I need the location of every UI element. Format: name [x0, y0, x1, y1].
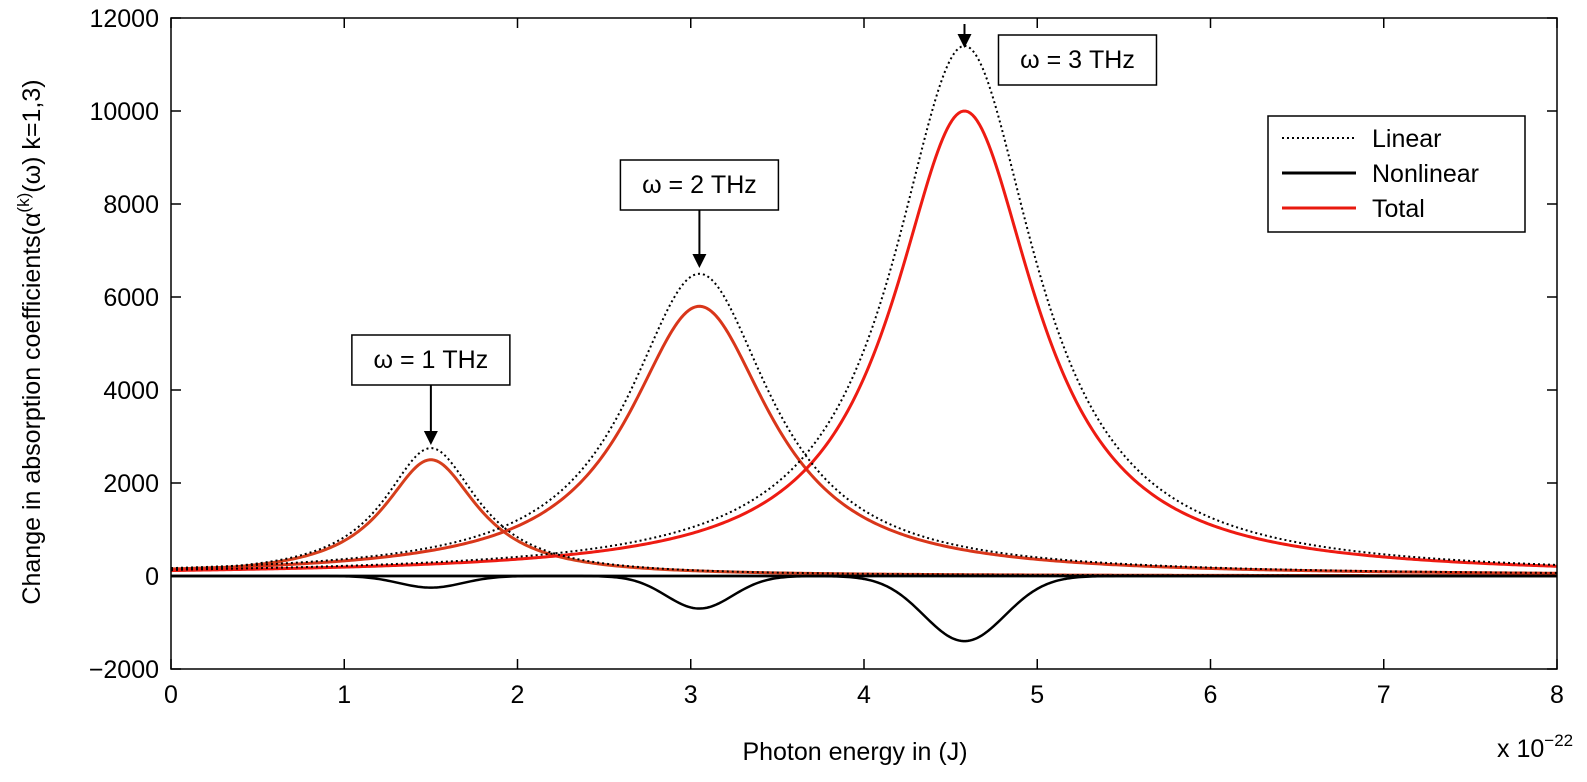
annotation-label: ω = 2 THz — [642, 171, 757, 199]
linear-curve-2 — [171, 272, 1557, 574]
annotation-1: ω = 1 THz — [351, 334, 511, 445]
x-axis-label: Photon energy in (J) — [742, 738, 967, 766]
y-tick-label: 6000 — [103, 284, 159, 312]
annotation-label: ω = 3 THz — [1020, 46, 1135, 74]
x-axis-multiplier: x 10−22 — [1497, 731, 1573, 763]
legend-label-nonlinear: Nonlinear — [1372, 160, 1479, 188]
annotation-box — [997, 34, 1158, 86]
y-tick-label: 8000 — [103, 191, 159, 219]
y-label-prefix: Change in absorption coefficients(α — [18, 213, 46, 605]
y-tick-label: −2000 — [89, 656, 159, 684]
nonlinear-curve-3 — [171, 574, 1557, 643]
annotation-2: ω = 2 THz — [619, 159, 780, 268]
arrow-head-icon — [692, 254, 707, 268]
arrow-head-icon — [957, 34, 972, 48]
y-tick-label: 2000 — [103, 470, 159, 498]
curves-group — [171, 44, 1557, 643]
y-tick-label: 4000 — [103, 377, 159, 405]
total-curve-3 — [171, 109, 1557, 573]
x-multiplier-base: x 10 — [1497, 735, 1544, 763]
x-tick-label: 0 — [164, 681, 178, 709]
x-tick-label: 6 — [1204, 681, 1218, 709]
y-axis-label: Change in absorption coefficients(α(k)(ω… — [14, 79, 46, 604]
x-tick-label: 3 — [684, 681, 698, 709]
x-tick-label: 1 — [337, 681, 351, 709]
y-tick-label: 10000 — [89, 98, 159, 126]
plot-area — [171, 44, 1557, 643]
x-tick-label: 5 — [1030, 681, 1044, 709]
annotation-3: ω = 3 THz — [957, 24, 1158, 86]
linear-curve-3 — [171, 44, 1557, 571]
x-tick-label: 7 — [1377, 681, 1391, 709]
annotation-box — [619, 159, 780, 211]
x-tick-label: 2 — [511, 681, 525, 709]
annotation-label: ω = 1 THz — [374, 346, 489, 374]
y-tick-label: 0 — [145, 563, 159, 591]
legend-label-total: Total — [1372, 195, 1425, 223]
x-multiplier-exponent: −22 — [1544, 731, 1573, 750]
annotations: ω = 1 THz ω = 2 THz ω = 3 THz — [351, 24, 1158, 445]
nonlinear-curve-2 — [171, 574, 1557, 610]
x-tick-label: 8 — [1550, 681, 1564, 709]
y-label-suffix: (ω) k=1,3) — [18, 79, 46, 192]
x-tick-label: 4 — [857, 681, 871, 709]
axes: 0 1 2 3 4 5 6 7 8−200002000400060008000100001200… — [89, 5, 1564, 709]
arrow-head-icon — [423, 431, 438, 445]
legend: Linear Nonlinear Total — [1267, 115, 1526, 233]
legend-label-linear: Linear — [1372, 125, 1442, 153]
y-label-superscript: (k) — [14, 193, 33, 213]
annotation-box — [351, 334, 511, 386]
y-tick-label: 12000 — [89, 5, 159, 33]
